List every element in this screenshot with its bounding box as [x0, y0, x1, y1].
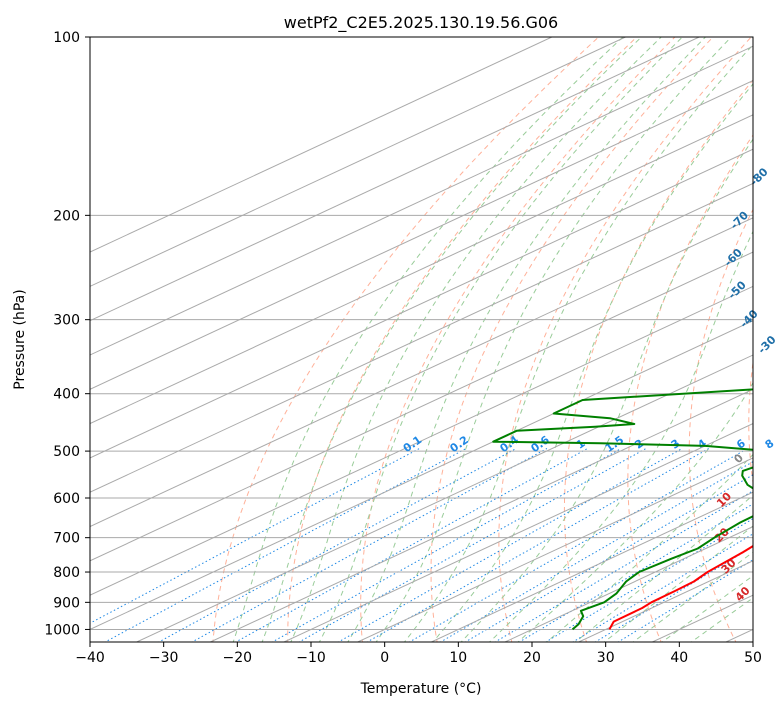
isotherm-line: [90, 45, 753, 356]
mixing-ratio-line: [271, 448, 622, 642]
grid-lines: [90, 37, 753, 642]
isotherm-line: [90, 37, 700, 322]
x-tick-label: −10: [296, 650, 326, 666]
y-axis-label: Pressure (hPa): [12, 289, 28, 389]
moist-adiabat-line: [232, 37, 624, 642]
isotherm-line: [283, 423, 753, 642]
y-tick-label: 900: [53, 595, 80, 611]
y-tick-label: 400: [53, 387, 80, 403]
mixing-ratio-line: [464, 474, 753, 642]
y-tick-label: 500: [53, 444, 80, 460]
x-tick-label: −40: [75, 650, 105, 666]
chart-title: wetPf2_C2E5.2025.130.19.56.G06: [284, 13, 558, 33]
mixing-ratio-line: [518, 503, 753, 642]
x-tick-label: 40: [670, 650, 688, 666]
x-tick-label: −30: [149, 650, 179, 666]
y-tick-label: 800: [53, 565, 80, 581]
y-tick-label: 300: [53, 313, 80, 329]
dry-adiabat-line: [430, 37, 714, 642]
mixing-ratio-line: [157, 448, 517, 642]
axis-ticks: −40 −30 −20 −10 0 10 20 30 40 50 1000 900 800 700 600 5…: [44, 30, 762, 666]
x-tick-label: 20: [523, 650, 541, 666]
moist-adiabat-line: [488, 230, 753, 642]
mixing-ratio-line: [337, 448, 683, 642]
isotherm-line: [90, 320, 753, 630]
isotherm-line: [357, 457, 753, 642]
y-tick-label: 700: [53, 531, 80, 547]
isotherm-line: [90, 148, 753, 459]
isotherm-line: [90, 251, 753, 562]
dry-adiabat-line: [212, 37, 600, 642]
dry-adiabat-line: [498, 37, 752, 642]
isotherm-line: [90, 285, 753, 596]
isotherm-line: [504, 525, 753, 642]
isotherm-line: [210, 388, 753, 642]
isotherm-line: [90, 37, 626, 287]
y-tick-label: 600: [53, 491, 80, 507]
x-axis-label: Temperature (°C): [360, 681, 482, 697]
x-tick-label: −20: [223, 650, 253, 666]
data-series: [492, 388, 753, 631]
isotherm-line: [90, 217, 753, 528]
temperature-profile: [608, 544, 753, 630]
dry-adiabat-line: [287, 37, 638, 642]
isotherm-line: [136, 354, 753, 642]
y-tick-label: 100: [53, 30, 80, 46]
x-tick-label: 30: [597, 650, 615, 666]
mixing-ratio-line: [104, 448, 467, 642]
y-tick-label: 200: [53, 208, 80, 224]
isotherm-line: [90, 79, 753, 390]
moist-adiabat-line: [403, 44, 753, 642]
dry-adiabat-line: [360, 37, 676, 642]
y-tick-label: 1000: [44, 622, 80, 638]
x-tick-label: 0: [380, 650, 389, 666]
mixing-ratio-line: [298, 448, 647, 642]
plot-frame: [89, 36, 754, 643]
moist-adiabat-line: [261, 37, 642, 642]
isotherm-line: [90, 37, 553, 253]
x-tick-label: 50: [744, 650, 762, 666]
x-tick-label: 10: [449, 650, 467, 666]
isotherm-line: [431, 491, 753, 642]
isotherm-line: [90, 114, 753, 425]
dewpoint-profile: [492, 388, 753, 631]
isotherm-line: [90, 182, 753, 493]
mixing-ratio-line: [494, 490, 753, 642]
